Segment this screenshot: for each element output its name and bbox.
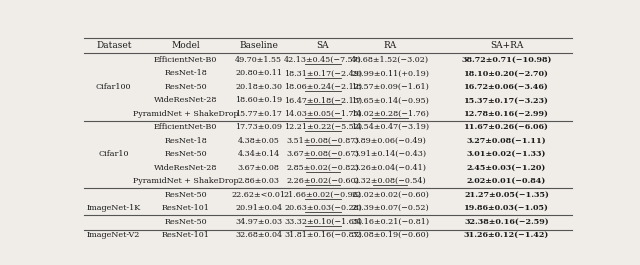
Text: 20.99±0.11(+0.19): 20.99±0.11(+0.19) (351, 69, 429, 77)
Text: ResNet-50: ResNet-50 (164, 83, 207, 91)
Text: SA: SA (317, 41, 330, 50)
Text: 49.70±1.55: 49.70±1.55 (235, 56, 282, 64)
Text: ImageNet-V2: ImageNet-V2 (87, 231, 140, 239)
Text: 32.68±0.04: 32.68±0.04 (235, 231, 282, 239)
Text: WideResNet-28: WideResNet-28 (154, 164, 218, 172)
Text: 31.26±0.12(−1.42): 31.26±0.12(−1.42) (464, 231, 549, 239)
Text: 20.63±0.03(−0.28): 20.63±0.03(−0.28) (284, 204, 362, 212)
Text: Dataset: Dataset (96, 41, 131, 50)
Text: Cifar10: Cifar10 (99, 150, 129, 158)
Text: 2.85±0.02(−0.82): 2.85±0.02(−0.82) (287, 164, 359, 172)
Text: ResNet-101: ResNet-101 (162, 231, 209, 239)
Text: 2.45±0.03(−1.20): 2.45±0.03(−1.20) (467, 164, 546, 172)
Text: 3.01±0.02(−1.33): 3.01±0.02(−1.33) (467, 150, 547, 158)
Text: 12.21±0.22(−5.52): 12.21±0.22(−5.52) (284, 123, 362, 131)
Text: 33.32±0.10(−1.65): 33.32±0.10(−1.65) (284, 218, 362, 226)
Text: 18.60±0.19: 18.60±0.19 (235, 96, 282, 104)
Text: 32.08±0.19(−0.60): 32.08±0.19(−0.60) (351, 231, 429, 239)
Text: SA+RA: SA+RA (490, 41, 524, 50)
Text: 20.91±0.04: 20.91±0.04 (235, 204, 282, 212)
Text: ImageNet-1K: ImageNet-1K (86, 204, 141, 212)
Text: 32.38±0.16(−2.59): 32.38±0.16(−2.59) (464, 218, 549, 226)
Text: 4.38±0.05: 4.38±0.05 (237, 137, 280, 145)
Text: 3.51±0.08(−0.87): 3.51±0.08(−0.87) (287, 137, 359, 145)
Text: 17.65±0.14(−0.95): 17.65±0.14(−0.95) (351, 96, 429, 104)
Text: 3.67±0.08(−0.67): 3.67±0.08(−0.67) (287, 150, 359, 158)
Text: Cifar100: Cifar100 (96, 83, 131, 91)
Text: Baseline: Baseline (239, 41, 278, 50)
Text: 38.72±0.71(−10.98): 38.72±0.71(−10.98) (461, 56, 552, 64)
Text: 34.16±0.21(−0.81): 34.16±0.21(−0.81) (351, 218, 429, 226)
Text: 18.57±0.09(−1.61): 18.57±0.09(−1.61) (351, 83, 429, 91)
Text: 18.06±0.24(−2.12): 18.06±0.24(−2.12) (284, 83, 362, 91)
Text: 16.47±0.18(−2.13): 16.47±0.18(−2.13) (284, 96, 362, 104)
Text: 42.13±0.45(−7.57): 42.13±0.45(−7.57) (284, 56, 362, 64)
Text: 15.77±0.17: 15.77±0.17 (235, 110, 282, 118)
Text: Model: Model (172, 41, 200, 50)
Text: 18.10±0.20(−2.70): 18.10±0.20(−2.70) (464, 69, 549, 77)
Text: 20.39±0.07(−0.52): 20.39±0.07(−0.52) (351, 204, 429, 212)
Text: ResNet-50: ResNet-50 (164, 191, 207, 199)
Text: ResNet-18: ResNet-18 (164, 137, 207, 145)
Text: ResNet-101: ResNet-101 (162, 204, 209, 212)
Text: 22.02±0.02(−0.60): 22.02±0.02(−0.60) (351, 191, 429, 199)
Text: PyramidNet + ShakeDrop: PyramidNet + ShakeDrop (133, 110, 239, 118)
Text: 21.66±0.02(−0.96): 21.66±0.02(−0.96) (284, 191, 362, 199)
Text: 46.68±1.52(−3.02): 46.68±1.52(−3.02) (351, 56, 429, 64)
Text: 17.73±0.09: 17.73±0.09 (235, 123, 282, 131)
Text: RA: RA (383, 41, 397, 50)
Text: 4.34±0.14: 4.34±0.14 (237, 150, 280, 158)
Text: 2.02±0.01(−0.84): 2.02±0.01(−0.84) (467, 177, 546, 185)
Text: EfficientNet-B0: EfficientNet-B0 (154, 56, 218, 64)
Text: PyramidNet + ShakeDrop: PyramidNet + ShakeDrop (133, 177, 239, 185)
Text: 12.78±0.16(−2.99): 12.78±0.16(−2.99) (464, 110, 549, 118)
Text: 11.67±0.26(−6.06): 11.67±0.26(−6.06) (464, 123, 549, 131)
Text: 22.62±<0.01: 22.62±<0.01 (232, 191, 285, 199)
Text: 16.72±0.06(−3.46): 16.72±0.06(−3.46) (464, 83, 549, 91)
Text: 34.97±0.03: 34.97±0.03 (235, 218, 282, 226)
Text: 3.89±0.06(−0.49): 3.89±0.06(−0.49) (353, 137, 426, 145)
Text: ResNet-50: ResNet-50 (164, 218, 207, 226)
Text: 14.03±0.05(−1.75): 14.03±0.05(−1.75) (284, 110, 362, 118)
Text: ResNet-18: ResNet-18 (164, 69, 207, 77)
Text: ResNet-50: ResNet-50 (164, 150, 207, 158)
Text: 21.27±0.05(−1.35): 21.27±0.05(−1.35) (464, 191, 549, 199)
Text: 2.86±0.03: 2.86±0.03 (237, 177, 280, 185)
Text: 3.27±0.08(−1.11): 3.27±0.08(−1.11) (467, 137, 547, 145)
Text: 2.32±0.08(−0.54): 2.32±0.08(−0.54) (354, 177, 426, 185)
Text: 3.91±0.14(−0.43): 3.91±0.14(−0.43) (353, 150, 427, 158)
Text: 20.80±0.11: 20.80±0.11 (235, 69, 282, 77)
Text: 14.54±0.47(−3.19): 14.54±0.47(−3.19) (351, 123, 429, 131)
Text: 19.86±0.03(−1.05): 19.86±0.03(−1.05) (464, 204, 549, 212)
Text: 2.26±0.02(−0.60): 2.26±0.02(−0.60) (287, 177, 360, 185)
Text: EfficientNet-B0: EfficientNet-B0 (154, 123, 218, 131)
Text: 31.81±0.16(−0.87): 31.81±0.16(−0.87) (284, 231, 362, 239)
Text: 18.31±0.17(−2.49): 18.31±0.17(−2.49) (284, 69, 362, 77)
Text: WideResNet-28: WideResNet-28 (154, 96, 218, 104)
Text: 3.26±0.04(−0.41): 3.26±0.04(−0.41) (353, 164, 426, 172)
Text: 3.67±0.08: 3.67±0.08 (237, 164, 280, 172)
Text: 14.02±0.28(−1.76): 14.02±0.28(−1.76) (351, 110, 429, 118)
Text: 15.37±0.17(−3.23): 15.37±0.17(−3.23) (464, 96, 549, 104)
Text: 20.18±0.30: 20.18±0.30 (235, 83, 282, 91)
